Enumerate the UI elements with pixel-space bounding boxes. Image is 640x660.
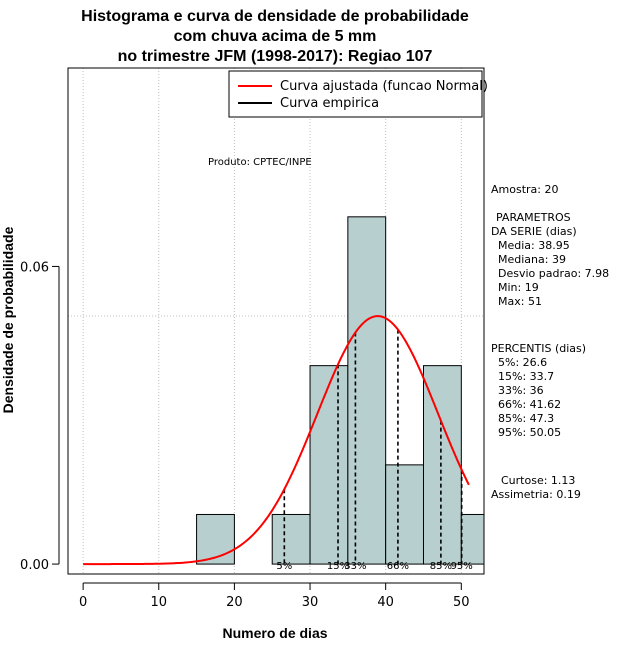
y-axis-label: Densidade de probabilidade	[0, 226, 16, 413]
x-tick-label: 40	[377, 595, 394, 610]
chart-title-line-3: no trimestre JFM (1998-2017): Regiao 107	[118, 48, 433, 65]
chart-title-line-1: Histograma e curva de densidade de proba…	[81, 8, 469, 25]
sample-size: Amostra: 20	[491, 183, 558, 196]
params-title-1: PARAMETROS	[496, 211, 571, 224]
percentil-15: 15%: 33.7	[498, 370, 554, 383]
percentis-title: PERCENTIS (dias)	[491, 342, 586, 355]
histogram-bar	[271, 513, 311, 565]
percentile-label: 33%	[344, 561, 366, 572]
percentile-label: 85%	[430, 561, 452, 572]
x-tick-label: 10	[150, 595, 167, 610]
axes: 0 10 20 30 40 50 0.00 0.06	[20, 260, 470, 610]
chart-title-line-2: com chuva acima de 5 mm	[174, 28, 377, 45]
histogram-bar	[422, 365, 462, 565]
stat-media: Media: 38.95	[498, 239, 570, 252]
percentil-85: 85%: 47.3	[498, 412, 554, 425]
params-title-2: DA SERIE (dias)	[491, 225, 577, 238]
histogram-bar	[460, 513, 485, 565]
product-note: Produto: CPTEC/INPE	[208, 157, 312, 168]
percentile-label: 66%	[387, 561, 409, 572]
percentil-66: 66%: 41.62	[498, 398, 561, 411]
histogram-bars	[196, 216, 485, 565]
percentile-label: 95%	[451, 561, 473, 572]
histogram-bar	[309, 365, 349, 565]
legend: Curva ajustada (funcao Normal) Curva emp…	[228, 70, 488, 118]
legend-label-empirical: Curva empirica	[280, 96, 379, 111]
plot-frame	[67, 67, 485, 575]
percentil-33: 33%: 36	[498, 384, 544, 397]
legend-box	[228, 70, 483, 118]
stat-max: Max: 51	[498, 295, 542, 308]
percentile-label: 5%	[276, 561, 292, 572]
x-tick-label: 30	[302, 595, 319, 610]
percentil-5: 5%: 26.6	[498, 356, 547, 369]
stat-curtose: Curtose: 1.13	[501, 474, 575, 487]
normal-curve	[83, 315, 470, 566]
stat-assimetria: Assimetria: 0.19	[491, 488, 581, 501]
stat-min: Min: 19	[498, 281, 539, 294]
y-tick-label: 0.06	[20, 260, 49, 275]
x-axis-label: Numero de dias	[222, 625, 327, 641]
stat-mediana: Mediana: 39	[498, 253, 566, 266]
x-tick-label: 0	[79, 595, 87, 610]
percentil-95: 95%: 50.05	[498, 426, 561, 439]
percentile-lines: 5% 15%33% 66% 85%95%	[276, 329, 473, 572]
histogram-bar	[196, 513, 235, 565]
x-tick-label: 20	[226, 595, 243, 610]
side-panel: Amostra: 20 PARAMETROS DA SERIE (dias) M…	[491, 183, 609, 501]
histogram-bar	[347, 216, 387, 565]
x-tick-label: 50	[453, 595, 470, 610]
percentile-label: 15%	[327, 561, 349, 572]
legend-label-normal: Curva ajustada (funcao Normal)	[280, 79, 488, 94]
stat-desvio: Desvio padrao: 7.98	[498, 267, 609, 280]
histogram-bar	[385, 464, 424, 565]
y-tick-label: 0.00	[20, 558, 49, 573]
curve-layer	[83, 315, 470, 566]
